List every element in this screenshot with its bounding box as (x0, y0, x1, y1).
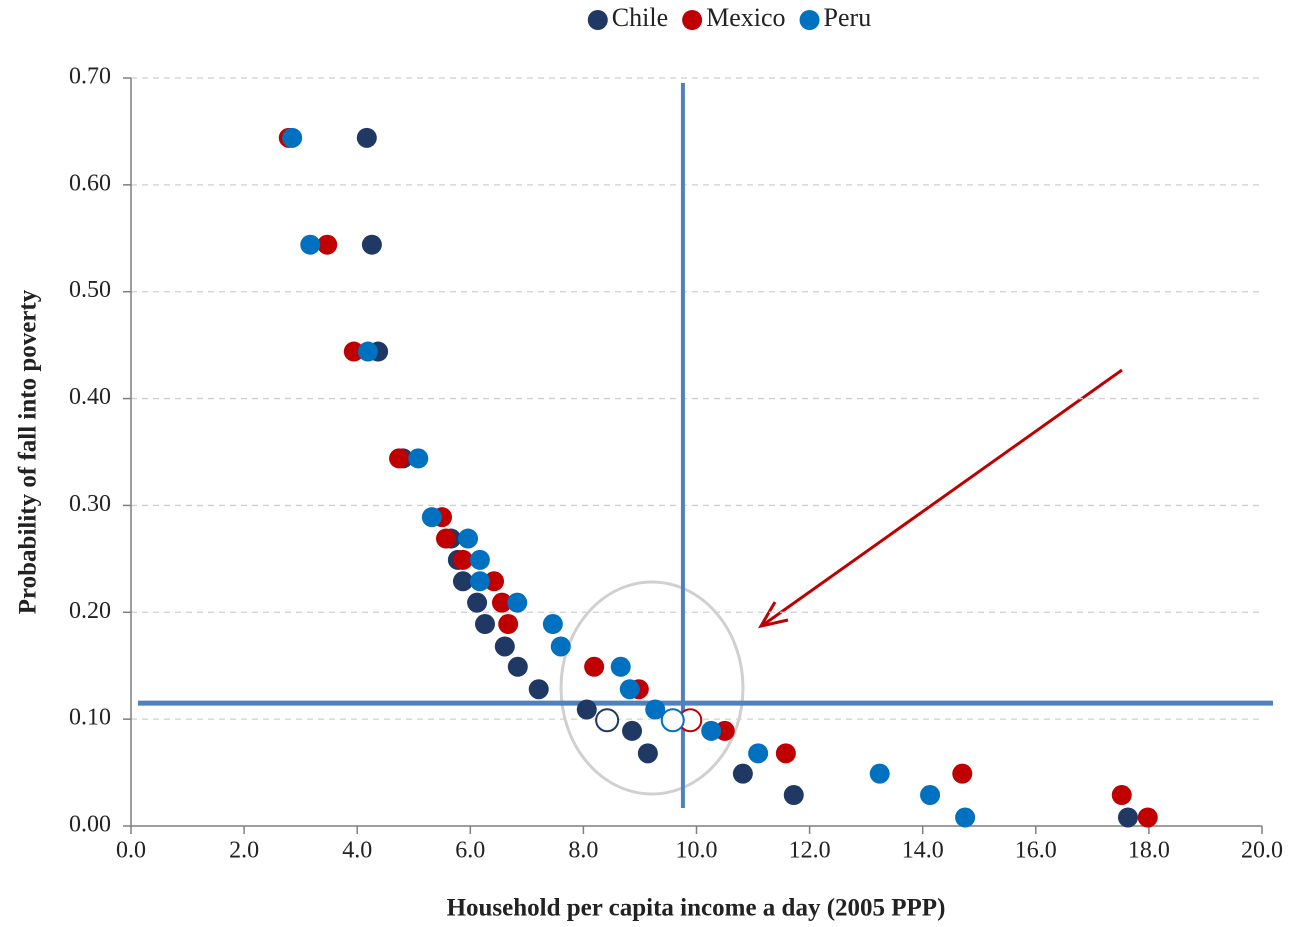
x-tick-label: 8.0 (568, 838, 598, 864)
point (701, 720, 722, 741)
legend-marker (799, 10, 820, 30)
point (542, 614, 563, 635)
point (783, 785, 804, 806)
legend-label: Peru (824, 3, 872, 32)
point (952, 763, 973, 784)
point (361, 234, 382, 255)
y-axis-label: Probability of fall into poverty (15, 289, 42, 614)
point (1111, 785, 1132, 806)
annotation-arrow (762, 368, 1123, 627)
x-tick-label: 20.0 (1241, 838, 1283, 864)
point (576, 699, 597, 720)
point (1137, 807, 1158, 828)
point (357, 341, 378, 362)
point (408, 448, 429, 469)
point (645, 699, 666, 720)
x-tick-label: 6.0 (455, 838, 485, 864)
y-tick-label: 0.10 (69, 705, 111, 731)
point (356, 127, 377, 148)
annotation-arrowhead (757, 601, 789, 629)
point (469, 571, 490, 592)
point (389, 448, 410, 469)
point (955, 807, 976, 828)
y-tick-label: 0.70 (69, 64, 111, 90)
point (484, 571, 505, 592)
point (550, 636, 571, 657)
point (622, 720, 643, 741)
point (920, 785, 941, 806)
point (528, 679, 549, 700)
point (619, 679, 640, 700)
point (748, 743, 769, 764)
y-tick-label: 0.20 (69, 598, 111, 624)
x-axis-label: Household per capita income a day (2005 … (447, 895, 946, 922)
highlight-ellipse (559, 580, 745, 796)
point (475, 614, 496, 635)
y-tick-label: 0.40 (69, 384, 111, 410)
point (317, 234, 338, 255)
x-tick-label: 18.0 (1128, 838, 1170, 864)
point (467, 592, 488, 613)
legend-marker (587, 10, 608, 30)
point (1117, 807, 1138, 828)
legend-marker (682, 10, 703, 30)
x-tick-label: 12.0 (789, 838, 831, 864)
point (498, 614, 519, 635)
point (300, 234, 321, 255)
point (435, 528, 456, 549)
x-tick-label: 10.0 (676, 838, 718, 864)
y-tick-label: 0.60 (69, 170, 111, 196)
x-tick-label: 2.0 (229, 838, 259, 864)
point (421, 507, 442, 528)
open-point (660, 708, 685, 733)
point (452, 571, 473, 592)
legend-label: Chile (612, 3, 668, 32)
y-tick-label: 0.50 (69, 277, 111, 303)
point (343, 341, 364, 362)
point (491, 592, 512, 613)
point (494, 636, 515, 657)
y-tick-label: 0.30 (69, 491, 111, 517)
point (507, 592, 528, 613)
point (610, 656, 631, 677)
point (775, 743, 796, 764)
point (458, 528, 479, 549)
legend-label: Mexico (706, 3, 785, 32)
x-tick-label: 0.0 (116, 838, 146, 864)
open-point (595, 708, 620, 733)
point (452, 549, 473, 570)
point (732, 763, 753, 784)
x-tick-label: 4.0 (342, 838, 372, 864)
point (469, 549, 490, 570)
y-tick-label: 0.00 (69, 812, 111, 838)
point (584, 656, 605, 677)
x-tick-label: 16.0 (1015, 838, 1057, 864)
x-tick-label: 14.0 (902, 838, 944, 864)
point (869, 763, 890, 784)
point (637, 743, 658, 764)
point (282, 127, 303, 148)
point (507, 656, 528, 677)
